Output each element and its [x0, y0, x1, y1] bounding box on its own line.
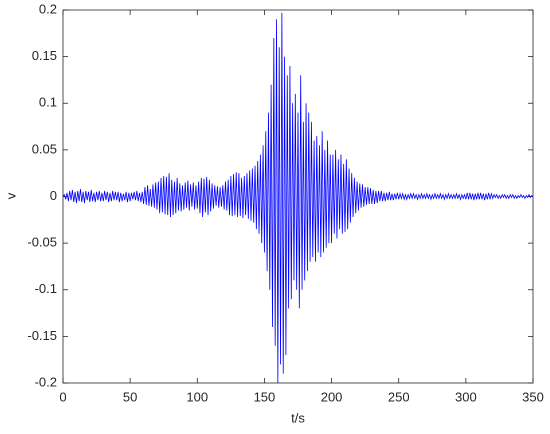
- y-tick-label: -0.05: [27, 235, 57, 250]
- y-tick-label: -0.2: [35, 374, 57, 389]
- x-tick-label: 50: [123, 389, 137, 404]
- x-tick-label: 0: [59, 389, 66, 404]
- y-tick-label: 0: [50, 188, 57, 203]
- y-tick-label: -0.1: [35, 281, 57, 296]
- x-tick-label: 100: [186, 389, 208, 404]
- y-tick-label: -0.15: [27, 328, 57, 343]
- x-tick-label: 250: [388, 389, 410, 404]
- x-tick-label: 200: [321, 389, 343, 404]
- y-axis-label: v: [3, 192, 18, 199]
- x-tick-label: 300: [455, 389, 477, 404]
- x-tick-label: 350: [522, 389, 544, 404]
- y-tick-label: 0.15: [32, 48, 57, 63]
- x-axis-label: t/s: [291, 410, 305, 425]
- signal-line: [62, 12, 534, 384]
- y-tick-label: 0.2: [39, 1, 57, 16]
- x-tick-label: 150: [254, 389, 276, 404]
- y-tick-label: 0.1: [39, 95, 57, 110]
- y-tick-label: 0.05: [32, 141, 57, 156]
